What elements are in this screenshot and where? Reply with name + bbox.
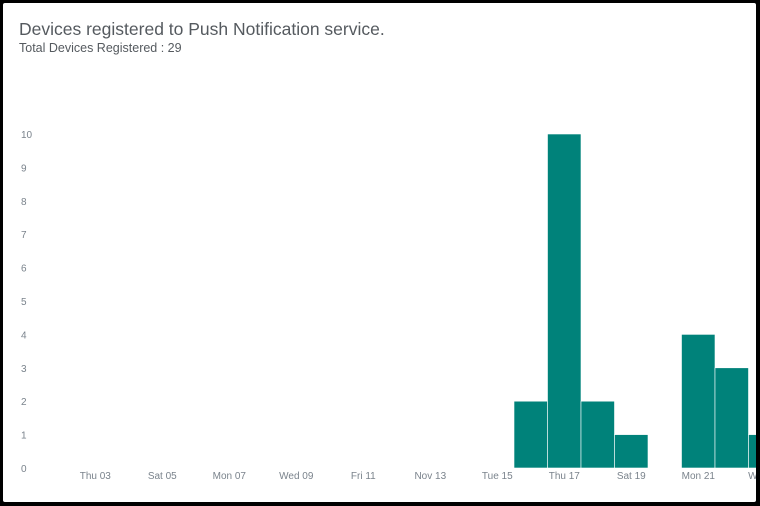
bar[interactable] [681,334,716,469]
x-tick-label: Thu 17 [549,471,581,482]
y-tick-label: 5 [21,297,27,308]
bar[interactable] [714,367,749,469]
bar[interactable] [513,400,548,469]
y-tick-label: 8 [21,197,27,208]
y-tick-label: 9 [21,163,27,174]
x-tick-label: Sat 05 [148,471,177,482]
x-tick-label: Fri 11 [351,471,376,482]
x-tick-label: Tue 15 [482,471,513,482]
y-tick-label: 0 [21,464,27,475]
bar[interactable] [614,434,649,469]
x-tick-label: Thu 03 [80,471,112,482]
y-tick-label: 4 [21,330,27,341]
x-tick-label: Wed 23 [748,471,756,482]
y-tick-label: 7 [21,230,27,241]
bar-series [513,133,757,469]
x-axis: Thu 03 Sat 05 Mon 07 Wed 09 Fri 11 Nov 13 Tue … [80,471,756,482]
x-tick-label: Mon 21 [682,471,716,482]
bar-chart: 0 1 2 3 4 5 6 7 8 9 10 Thu 03 Sat 05 Mon 07 Wed 09 Fri… [21,130,757,482]
chart-subtitle: Total Devices Registered : 29 [19,41,182,55]
x-tick-label: Nov 13 [414,471,446,482]
bar[interactable] [547,133,582,469]
bar[interactable] [748,434,757,469]
y-tick-label: 10 [21,130,33,141]
y-tick-label: 1 [21,431,27,442]
x-tick-label: Wed 09 [279,471,314,482]
x-tick-label: Sat 19 [617,471,646,482]
bar[interactable] [580,400,615,469]
y-axis: 0 1 2 3 4 5 6 7 8 9 10 [21,130,33,475]
y-tick-label: 6 [21,264,27,275]
x-tick-label: Mon 07 [213,471,247,482]
chart-title: Devices registered to Push Notification … [19,19,385,39]
chart-panel: Devices registered to Push Notification … [3,3,756,502]
y-tick-label: 2 [21,397,27,408]
y-tick-label: 3 [21,364,27,375]
